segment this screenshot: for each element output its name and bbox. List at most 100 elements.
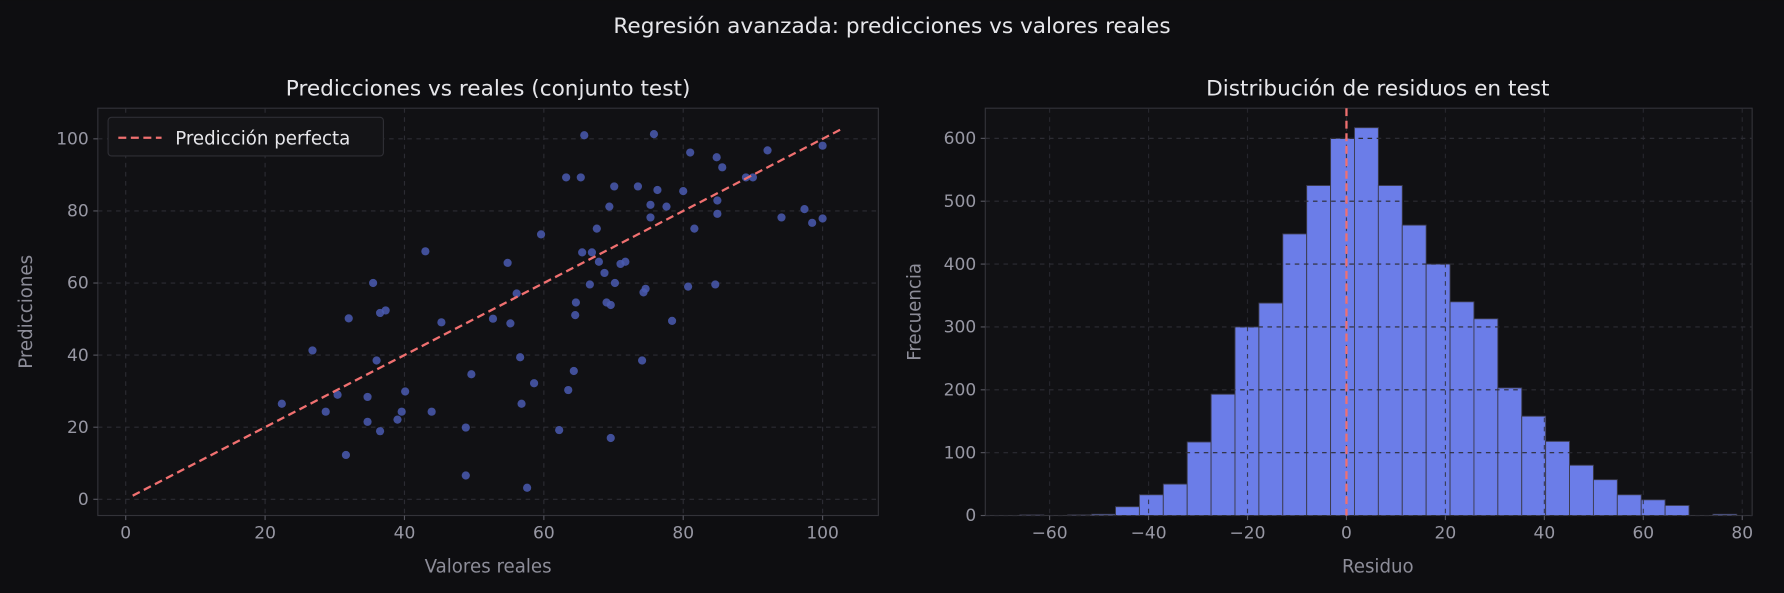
scatter-point <box>800 205 809 214</box>
scatter-point <box>818 141 827 150</box>
y-tick-label: 100 <box>944 443 977 463</box>
scatter-point <box>488 314 498 323</box>
x-tick-label: 0 <box>1341 523 1352 543</box>
histogram-bar <box>1138 494 1164 516</box>
scatter-point <box>578 248 587 257</box>
scatter-point <box>606 300 615 310</box>
scatter-ylabel: Predicciones <box>16 255 37 369</box>
scatter-point <box>363 417 372 426</box>
scatter-point <box>718 163 727 172</box>
y-tick-label: 500 <box>944 192 977 212</box>
scatter-point <box>592 224 601 233</box>
scatter-point <box>818 214 827 223</box>
y-tick-label: 600 <box>944 129 977 149</box>
y-tick-label: 300 <box>944 318 977 338</box>
scatter-point <box>529 379 539 388</box>
scatter-point <box>427 407 436 416</box>
scatter-point <box>610 278 620 288</box>
scatter-point <box>777 213 786 222</box>
scatter-point <box>610 182 619 191</box>
histogram-ylabel: Frecuencia <box>904 263 925 361</box>
histogram-ticks: −60 −40 −20 0 20 40 60 80 0 100 200 300 400 500 600 <box>944 129 1753 543</box>
scatter-point <box>512 289 521 298</box>
scatter-point <box>667 316 677 325</box>
x-tick-label: 20 <box>254 523 276 543</box>
histogram-bar <box>1377 185 1403 516</box>
scatter-point <box>375 427 385 436</box>
histogram-bar <box>1521 415 1547 516</box>
scatter-point <box>646 200 655 209</box>
scatter-point <box>421 247 430 256</box>
scatter-xlabel: Valores reales <box>425 556 552 577</box>
scatter-point <box>571 298 580 307</box>
x-tick-label: 40 <box>1534 523 1556 543</box>
scatter-point <box>713 196 722 205</box>
x-tick-label: −40 <box>1131 523 1167 543</box>
histogram-panel: −60 −40 −20 0 20 40 60 80 0 100 200 300 400 500 600 Di… <box>904 77 1753 578</box>
scatter-point <box>372 356 381 365</box>
scatter-point <box>585 280 594 289</box>
legend-entry: Predicción perfecta <box>175 129 350 150</box>
histogram-bar <box>1210 393 1236 516</box>
x-tick-label: −60 <box>1032 523 1068 543</box>
x-tick-label: 20 <box>1435 523 1457 543</box>
y-tick-label: 200 <box>944 380 977 400</box>
histogram-bars <box>1019 127 1738 516</box>
histogram-bar <box>1306 185 1332 516</box>
scatter-point <box>653 185 662 195</box>
histogram-bar <box>1354 127 1379 516</box>
scatter-point <box>763 146 772 155</box>
scatter-point <box>600 268 609 278</box>
x-tick-label: 60 <box>1632 523 1654 543</box>
y-tick-label: 60 <box>67 274 89 294</box>
scatter-point <box>344 314 353 323</box>
scatter-point <box>536 230 546 239</box>
scatter-point <box>605 202 614 211</box>
y-tick-label: 40 <box>67 346 89 366</box>
scatter-point <box>686 148 695 157</box>
x-tick-label: 80 <box>672 523 694 543</box>
histogram-bar <box>1640 499 1666 516</box>
legend-box <box>107 116 384 157</box>
histogram-bar <box>1449 301 1475 516</box>
scatter-point <box>461 423 470 432</box>
scatter-point <box>594 257 603 266</box>
scatter-point <box>562 173 571 182</box>
suptitle: Regresión avanzada: predicciones vs valo… <box>613 14 1170 39</box>
scatter-point <box>516 353 525 362</box>
scatter-ticks: 0 20 40 60 80 100 0 20 40 60 80 100 <box>56 130 839 544</box>
histogram-bar <box>1401 224 1427 516</box>
y-tick-label: 0 <box>965 506 976 526</box>
histogram-bar <box>1545 440 1570 516</box>
scatter-point <box>461 471 470 480</box>
scatter-point <box>437 318 446 327</box>
x-tick-label: 40 <box>394 523 416 543</box>
scatter-point <box>580 131 589 140</box>
scatter-point <box>621 257 630 266</box>
scatter-point <box>713 209 722 218</box>
scatter-points <box>277 130 827 492</box>
scatter-point <box>679 187 688 196</box>
y-tick-label: 80 <box>67 202 89 222</box>
x-tick-label: −20 <box>1230 523 1266 543</box>
scatter-point <box>569 366 578 376</box>
scatter-point <box>808 218 817 227</box>
scatter-point <box>517 399 526 408</box>
scatter-point <box>393 415 402 424</box>
scatter-point <box>363 392 372 402</box>
scatter-point <box>638 356 647 365</box>
scatter-point <box>587 248 597 257</box>
scatter-point <box>690 224 699 233</box>
scatter-title: Predicciones vs reales (conjunto test) <box>286 77 691 102</box>
scatter-point <box>321 407 330 416</box>
scatter-point <box>369 278 378 288</box>
perfect-prediction-line <box>132 127 845 497</box>
scatter-point <box>523 483 532 492</box>
histogram-bar <box>1162 483 1188 516</box>
x-tick-label: 60 <box>533 523 555 543</box>
scatter-point <box>711 280 720 289</box>
x-tick-label: 0 <box>120 523 131 543</box>
histogram-xlabel: Residuo <box>1342 556 1414 577</box>
scatter-point <box>571 311 580 320</box>
